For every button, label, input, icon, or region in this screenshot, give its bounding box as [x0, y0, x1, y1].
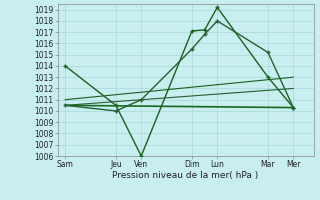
X-axis label: Pression niveau de la mer( hPa ): Pression niveau de la mer( hPa ) [112, 171, 259, 180]
